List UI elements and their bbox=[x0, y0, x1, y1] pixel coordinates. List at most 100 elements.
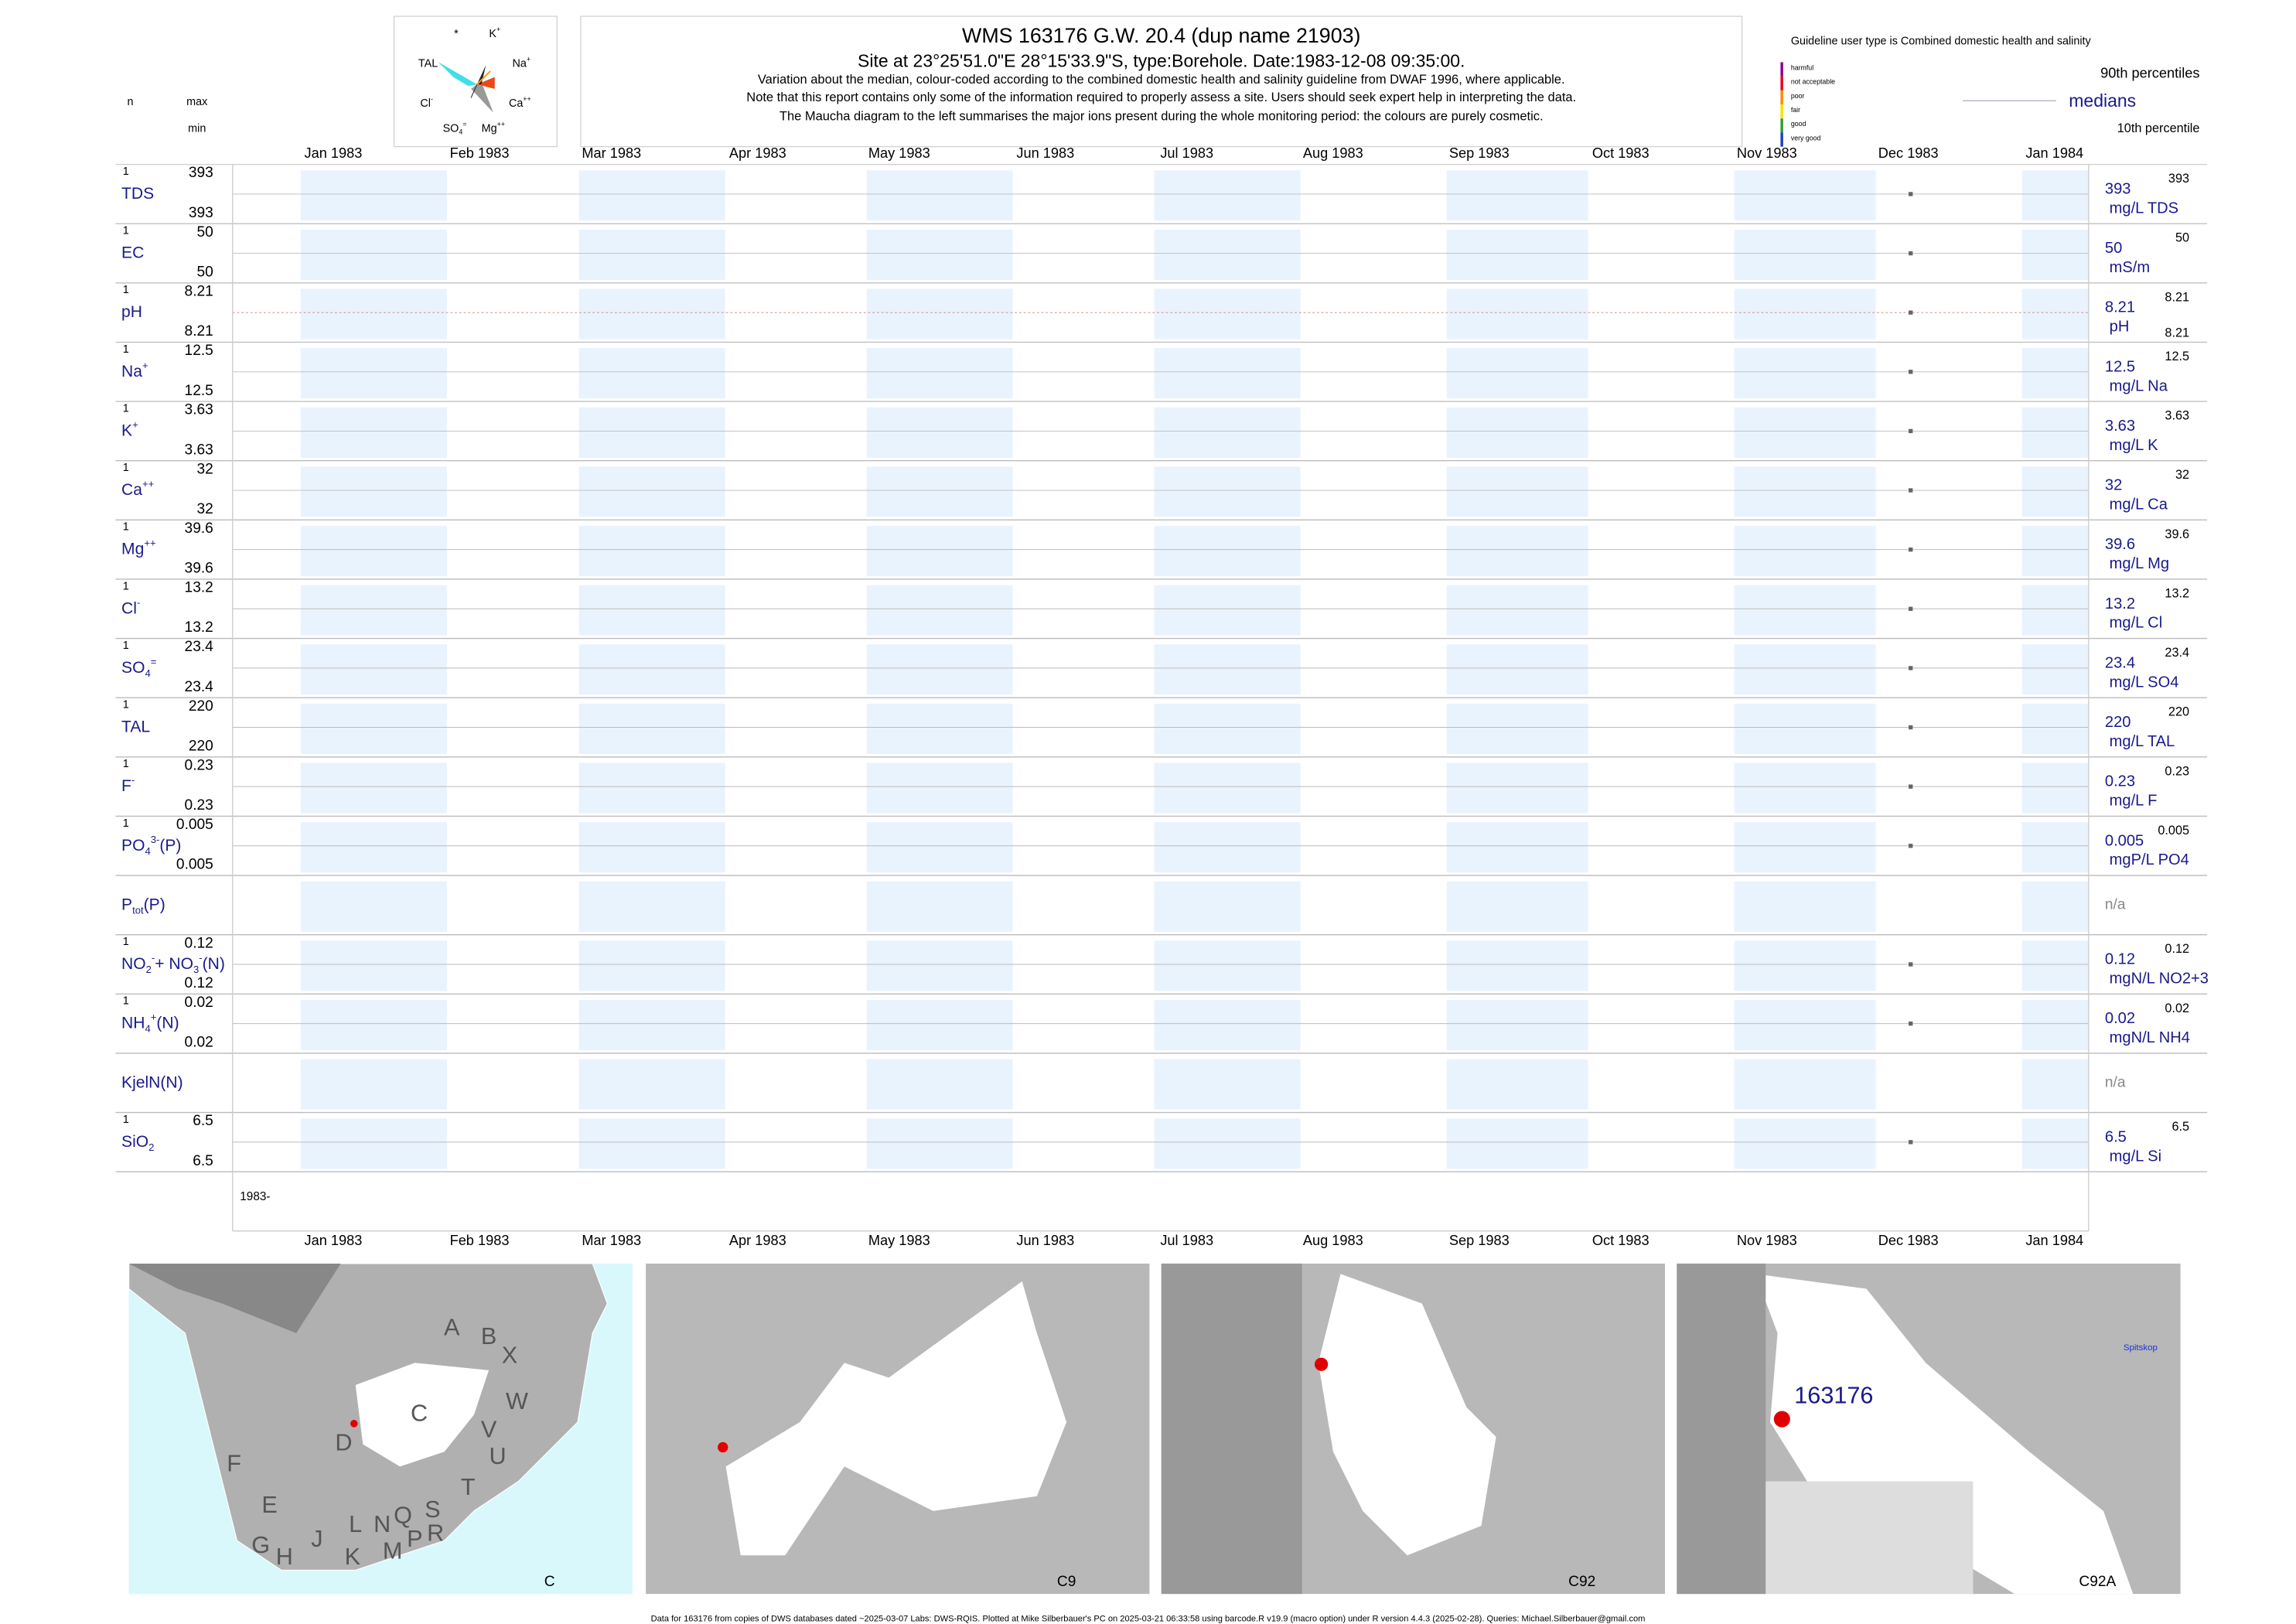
parameter-label: TAL bbox=[121, 718, 150, 735]
month-band bbox=[866, 881, 1013, 932]
month-band bbox=[2021, 940, 2089, 991]
median-value: 0.23 bbox=[2105, 773, 2135, 790]
month-band bbox=[1154, 526, 1301, 577]
label-part: (N) bbox=[156, 1014, 179, 1032]
count: 1 bbox=[123, 758, 129, 770]
max: 0.005 bbox=[176, 817, 213, 833]
legend-class: good bbox=[1791, 120, 1806, 128]
month-label: Nov 1983 bbox=[1737, 145, 1797, 161]
count: 1 bbox=[123, 817, 129, 830]
map-label: J bbox=[311, 1526, 322, 1552]
month-band bbox=[1154, 999, 1301, 1051]
month-band bbox=[866, 763, 1013, 814]
label-part: + bbox=[151, 1012, 157, 1023]
parameter-label: Ca++ bbox=[121, 478, 154, 499]
month-label: Jan 1984 bbox=[2025, 1233, 2083, 1248]
month-band bbox=[578, 585, 725, 636]
legend-swatch bbox=[1780, 76, 1783, 90]
label-part: + bbox=[132, 418, 138, 430]
label-part: ++ bbox=[144, 537, 155, 549]
map-label: G bbox=[251, 1532, 270, 1558]
month-band bbox=[866, 703, 1013, 755]
legend-p90: 90th percentiles bbox=[2100, 66, 2199, 81]
month-band bbox=[1154, 348, 1301, 399]
label-part: + bbox=[527, 56, 531, 63]
month-band bbox=[578, 288, 725, 339]
median-value: 220 bbox=[2105, 714, 2131, 731]
month-label: Mar 1983 bbox=[582, 1233, 641, 1248]
map-label: F bbox=[227, 1451, 241, 1477]
month-band bbox=[866, 229, 1013, 281]
month-label: Apr 1983 bbox=[729, 145, 786, 161]
month-band bbox=[2021, 644, 2089, 695]
legend-class: very good bbox=[1791, 134, 1821, 142]
min: 50 bbox=[197, 264, 213, 281]
label-part: (N) bbox=[203, 955, 225, 973]
map-label: N bbox=[374, 1511, 391, 1537]
month-band bbox=[578, 881, 725, 932]
month-band bbox=[300, 526, 447, 577]
report-title: WMS 163176 G.W. 20.4 (dup name 21903) bbox=[962, 24, 1360, 47]
maps: C A BXW C D VUT FEG HJ L N Q SR K M P C9 C92 C92A 163176 Sp… bbox=[128, 1263, 2181, 1595]
p90-value: 3.63 bbox=[2165, 409, 2189, 423]
data-point bbox=[1909, 488, 1913, 493]
month-band bbox=[2021, 348, 2089, 399]
month-band bbox=[578, 763, 725, 814]
month-band bbox=[1154, 585, 1301, 636]
column-head-n: n bbox=[128, 96, 134, 108]
min: 32 bbox=[197, 501, 213, 517]
legend-median: medians bbox=[2069, 90, 2136, 111]
map-label: C bbox=[411, 1400, 428, 1426]
count: 1 bbox=[123, 580, 129, 592]
label-part: 4 bbox=[145, 1023, 150, 1035]
count: 1 bbox=[123, 284, 129, 296]
min: 3.63 bbox=[185, 442, 213, 458]
label-part: (P) bbox=[144, 896, 165, 913]
unit: mg/L F bbox=[2110, 793, 2158, 810]
status: n/a bbox=[2105, 1074, 2126, 1090]
month-band bbox=[1734, 703, 1876, 755]
month-label: Jul 1983 bbox=[1160, 145, 1213, 161]
label-part: + bbox=[496, 26, 500, 33]
guideline-text: Guideline user type is Combined domestic… bbox=[1791, 35, 2092, 47]
label-part: 2 bbox=[148, 1141, 154, 1153]
month-band bbox=[2021, 881, 2089, 932]
month-band bbox=[1446, 526, 1588, 577]
p90-value: 8.21 bbox=[2165, 290, 2189, 304]
month-band bbox=[578, 1118, 725, 1169]
label-part: TDS bbox=[121, 184, 154, 202]
map-label: M bbox=[383, 1538, 403, 1564]
map-label: R bbox=[427, 1520, 444, 1547]
legend-class: fair bbox=[1791, 106, 1800, 114]
label-part: - bbox=[152, 952, 155, 964]
map-basin bbox=[355, 1363, 490, 1467]
data-point bbox=[1909, 310, 1913, 315]
month-band bbox=[300, 763, 447, 814]
p90-value: 23.4 bbox=[2165, 646, 2189, 660]
max: 39.6 bbox=[185, 520, 213, 537]
maucha-label: SO4= bbox=[443, 121, 467, 136]
month-band bbox=[866, 999, 1013, 1051]
month-band bbox=[578, 999, 725, 1051]
month-band bbox=[300, 229, 447, 281]
data-point bbox=[1909, 784, 1913, 789]
max: 12.5 bbox=[185, 343, 213, 359]
label-part: tot bbox=[132, 904, 144, 916]
median-value: 8.21 bbox=[2105, 299, 2135, 316]
map-name: C9 bbox=[1057, 1574, 1076, 1590]
count: 1 bbox=[123, 936, 129, 948]
parameter-label: Mg++ bbox=[121, 537, 156, 558]
parameter-label: K+ bbox=[121, 418, 138, 439]
label-part: F bbox=[121, 777, 131, 795]
parameter-label: NH4+(N) bbox=[121, 1012, 179, 1035]
min: 8.21 bbox=[185, 323, 213, 339]
min: 0.005 bbox=[176, 857, 213, 873]
month-band bbox=[300, 466, 447, 517]
median-value: 32 bbox=[2105, 477, 2122, 494]
month-band bbox=[1734, 170, 1876, 221]
month-band bbox=[1154, 288, 1301, 339]
label-part: SO bbox=[443, 122, 459, 135]
column-head-max: max bbox=[186, 96, 208, 108]
month-band bbox=[578, 348, 725, 399]
parameter-label: Ptot(P) bbox=[121, 896, 165, 916]
